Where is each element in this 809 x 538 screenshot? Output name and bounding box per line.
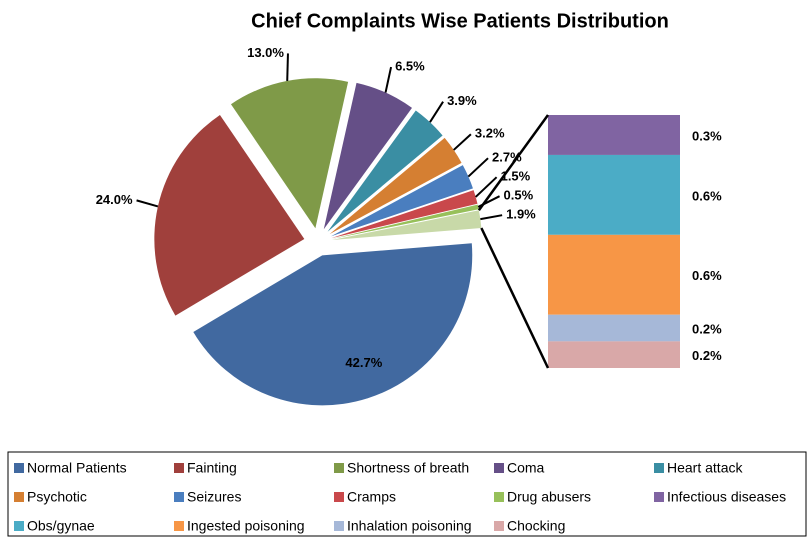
value-label: 13.0% <box>247 45 284 60</box>
value-label: 0.6% <box>692 188 722 203</box>
legend-label: Shortness of breath <box>347 460 469 476</box>
legend-label: Seizures <box>187 489 241 505</box>
legend-swatch <box>494 492 504 502</box>
value-label: 6.5% <box>395 58 425 73</box>
legend-label: Chocking <box>507 518 565 534</box>
leader-line <box>286 53 289 81</box>
connector-line <box>480 227 550 369</box>
legend-swatch <box>174 463 184 473</box>
legend-label: Infectious diseases <box>667 489 786 505</box>
leader-line <box>136 199 159 208</box>
legend-label: Fainting <box>187 460 237 476</box>
leader-line <box>480 214 503 221</box>
legend-swatch <box>14 521 24 531</box>
pie-slice <box>331 210 482 241</box>
value-label: 1.9% <box>506 207 536 222</box>
legend-swatch <box>174 521 184 531</box>
legend-label: Cramps <box>347 489 396 505</box>
pie-slice <box>331 204 479 240</box>
legend-swatch <box>334 521 344 531</box>
legend-label: Ingested poisoning <box>187 518 305 534</box>
legend-swatch <box>174 492 184 502</box>
legend-swatch <box>494 521 504 531</box>
value-label: 24.0% <box>96 192 133 207</box>
leader-line <box>429 101 444 123</box>
value-label: 0.2% <box>692 348 722 363</box>
value-label: 3.9% <box>447 93 477 108</box>
leader-line <box>467 157 489 178</box>
pie-slice <box>329 137 462 235</box>
legend-swatch <box>14 492 24 502</box>
pie-slice <box>331 190 478 239</box>
bar-segment <box>548 341 680 368</box>
pie-slice <box>154 114 305 316</box>
bar-segment <box>548 314 680 342</box>
pie-slice <box>230 78 349 229</box>
legend-label: Inhalation poisoning <box>347 518 472 534</box>
legend-label: Coma <box>507 460 545 476</box>
legend-swatch <box>334 463 344 473</box>
legend-label: Heart attack <box>667 460 743 476</box>
value-label: 3.2% <box>475 126 505 141</box>
leader-line <box>384 66 393 93</box>
legend-label: Normal Patients <box>27 460 127 476</box>
legend-swatch <box>14 463 24 473</box>
leader-line <box>474 176 498 198</box>
connector-line <box>477 114 550 212</box>
legend-box <box>7 451 807 537</box>
pie-slice <box>323 82 412 230</box>
legend-swatch <box>654 492 664 502</box>
legend-swatch <box>654 463 664 473</box>
value-label: 0.5% <box>504 188 534 203</box>
legend-label: Psychotic <box>27 489 87 505</box>
pie-slice <box>327 110 443 232</box>
value-label: 1.5% <box>501 169 531 184</box>
value-label: 0.2% <box>692 321 722 336</box>
bar-segment <box>548 234 680 315</box>
bar-segment <box>548 115 680 155</box>
chart-title: Chief Complaints Wise Patients Distribut… <box>251 10 669 32</box>
leader-line <box>453 133 472 151</box>
value-label: 42.7% <box>345 355 382 370</box>
value-label: 0.6% <box>692 268 722 283</box>
legend-swatch <box>334 492 344 502</box>
pie-slice <box>330 165 473 237</box>
value-label: 0.3% <box>692 128 722 143</box>
pie-slice <box>193 243 473 406</box>
legend-label: Drug abusers <box>507 489 591 505</box>
legend-label: Obs/gynae <box>27 518 95 534</box>
legend-swatch <box>494 463 504 473</box>
bar-segment <box>548 154 680 235</box>
